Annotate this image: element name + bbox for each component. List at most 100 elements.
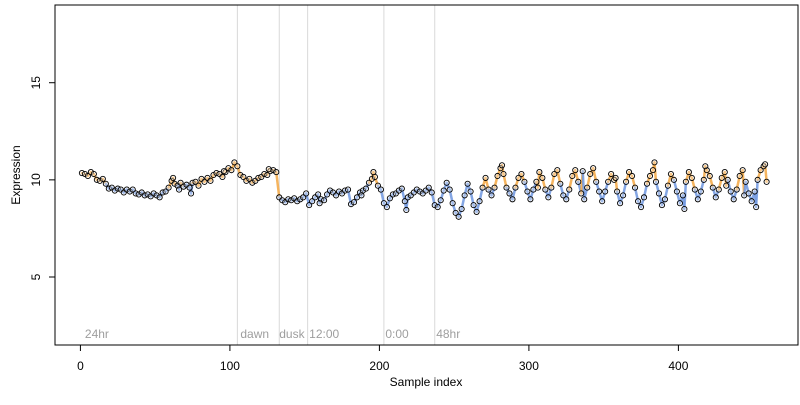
fit-segment (514, 176, 520, 189)
data-point (386, 195, 393, 202)
data-point (673, 188, 680, 195)
data-point (467, 188, 474, 195)
data-point (702, 163, 709, 170)
data-point (682, 178, 689, 185)
data-point (753, 204, 760, 211)
data-point (443, 179, 450, 186)
fit-segment (756, 168, 762, 182)
data-point (449, 200, 456, 207)
data-point (643, 180, 651, 187)
fit-segment (523, 180, 529, 193)
fit-segment (385, 197, 392, 209)
data-point (111, 187, 118, 194)
y-tick-label: 10 (29, 173, 43, 187)
data-point (220, 168, 227, 175)
data-point (380, 200, 387, 207)
data-point (584, 184, 591, 191)
data-point (488, 192, 495, 199)
data-point (225, 165, 232, 172)
fit-segment (275, 170, 281, 199)
data-point (455, 213, 462, 220)
data-point (614, 188, 621, 195)
fit-segment (430, 191, 436, 207)
fit-segment (639, 196, 646, 209)
data-point (727, 188, 734, 195)
data-point (377, 186, 384, 193)
fit-segment (511, 186, 517, 201)
data-point (482, 174, 489, 181)
data-point (661, 196, 668, 203)
data-point (527, 196, 534, 203)
data-point (300, 194, 307, 201)
data-point (90, 170, 97, 178)
data-point (306, 202, 313, 209)
data-point (579, 168, 586, 175)
data-point (723, 182, 730, 189)
data-point (536, 169, 543, 176)
fit-segment (654, 180, 661, 195)
data-point (309, 198, 316, 205)
data-point (534, 184, 541, 191)
fit-segment (466, 182, 472, 193)
data-point (599, 198, 606, 205)
data-point (679, 192, 686, 199)
data-point (162, 188, 169, 195)
x-axis: 0 100 200 300 400 (77, 345, 689, 373)
data-point (246, 175, 253, 182)
data-point (626, 169, 633, 176)
data-point (368, 175, 375, 182)
data-point (706, 172, 713, 180)
data-point (428, 189, 435, 196)
data-point (652, 178, 660, 185)
data-point (681, 205, 688, 213)
data-point (170, 174, 177, 181)
data-point (195, 182, 202, 189)
fit-segment (708, 174, 715, 189)
data-point (171, 180, 178, 187)
data-point (476, 198, 483, 205)
fit-segment (594, 180, 601, 193)
data-point (494, 172, 501, 180)
data-point (757, 167, 764, 174)
annotation-label: 24hr (85, 327, 109, 341)
data-point (658, 202, 666, 209)
fit-segment (666, 172, 673, 187)
data-points (78, 159, 770, 220)
data-point (240, 173, 247, 180)
x-tick-label: 0 (77, 359, 84, 373)
data-point (452, 209, 459, 216)
data-point (736, 172, 743, 180)
data-point (219, 173, 226, 180)
fit-segment (657, 192, 664, 207)
data-point (84, 172, 91, 180)
data-point (512, 184, 519, 191)
data-point (533, 178, 540, 185)
data-point (655, 190, 663, 197)
data-point (491, 184, 498, 191)
data-point (497, 165, 504, 172)
data-point (596, 188, 603, 195)
y-axis-label: Expression (9, 145, 23, 204)
data-point (518, 170, 525, 178)
data-point (177, 179, 184, 186)
data-point (631, 184, 639, 191)
data-point (288, 197, 295, 204)
data-point (557, 180, 564, 187)
data-point (587, 170, 594, 178)
data-point (542, 186, 549, 193)
data-point (751, 188, 758, 195)
fit-segment (732, 188, 738, 201)
data-point (350, 199, 358, 206)
fit-segment (547, 186, 553, 199)
fit-segment (582, 186, 589, 201)
data-point (691, 186, 698, 193)
data-point (365, 179, 372, 186)
data-point (479, 184, 486, 191)
data-point (670, 176, 677, 183)
data-point (294, 198, 301, 205)
data-point (129, 186, 136, 193)
data-point (506, 190, 513, 197)
data-point (434, 204, 441, 211)
fit-segment (690, 176, 697, 191)
